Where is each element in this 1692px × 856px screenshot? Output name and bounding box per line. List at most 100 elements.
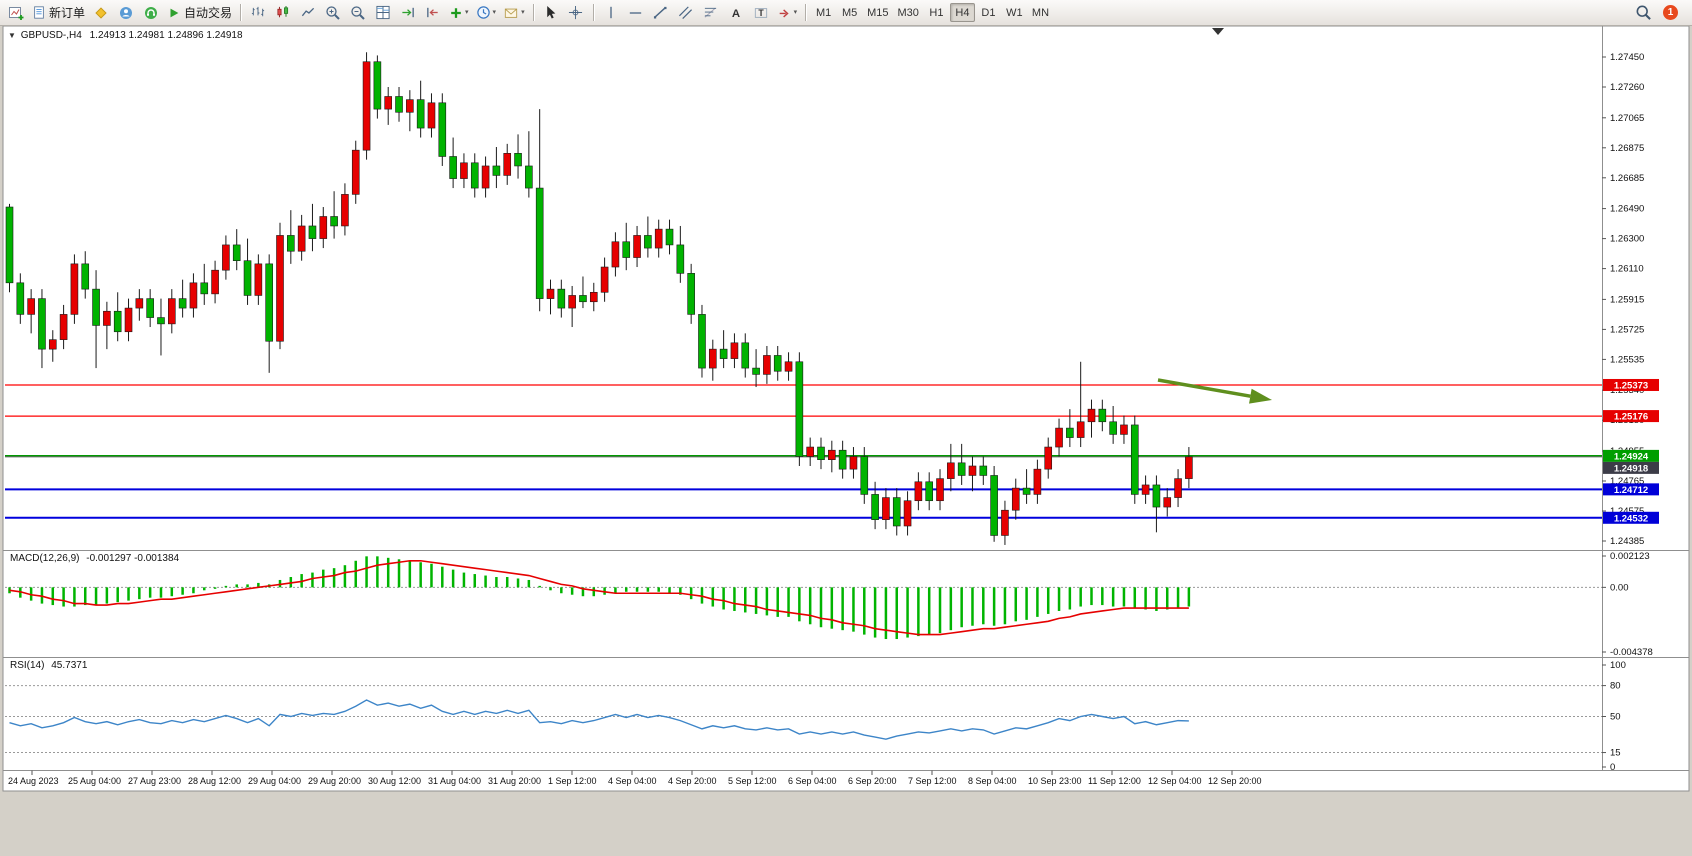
candle-body [5,206,14,284]
price-axis-label: 1.26685 [1610,173,1644,184]
metaeditor-button[interactable] [89,2,113,23]
arrows-tool-button[interactable]: ▾ [774,2,801,23]
trendline-tool-button[interactable] [649,2,673,23]
text-label-tool-button[interactable]: T [749,2,773,23]
price-tag-label: 1.25373 [1614,380,1648,391]
time-axis-label: 30 Aug 12:00 [368,776,421,786]
time-axis-label: 25 Aug 04:00 [68,776,121,786]
candle-body [763,355,771,375]
svg-text:A: A [731,7,739,19]
macd-bar [927,587,931,635]
chart-shift-button[interactable] [421,2,445,23]
timeframe-button-m15[interactable]: M15 [863,3,892,22]
auto-scroll-button[interactable] [396,2,420,23]
fibonacci-tool-button[interactable] [699,2,723,23]
tile-windows-button[interactable] [371,2,395,23]
price-tag [1603,449,1659,462]
macd-bar [213,587,217,589]
text-tool-button[interactable]: A [724,2,748,23]
zoom-out-button[interactable] [346,2,370,23]
indicators-button[interactable]: ▾ [446,2,472,23]
price-tag-label: 1.24532 [1614,513,1648,524]
chart-collapse-icon[interactable]: ▼ [8,31,16,40]
macd-bar [127,587,130,601]
price-axis-label: 1.26110 [1610,264,1644,275]
time-axis-label: 5 Sep 12:00 [728,776,777,786]
chart-line-button[interactable] [296,2,320,23]
community-button[interactable] [139,2,163,23]
macd-bar [819,587,823,628]
macd-bar [94,587,98,606]
macd-bar [635,587,639,592]
arrow-annotation-head[interactable] [1249,388,1272,404]
macd-bar [884,587,888,640]
auto-trading-button[interactable]: 自动交易 [164,2,235,23]
rsi-axis-label: 15 [1610,748,1621,759]
timeframe-button-m1[interactable]: M1 [811,3,836,22]
profiles-button[interactable] [114,2,138,23]
macd-bar [62,587,65,607]
macd-bar [354,560,357,588]
chart-info-bar: ▼ GBPUSD-,H4 1.24913 1.24981 1.24896 1.2… [8,30,243,41]
chevron-down-icon: ▾ [465,9,469,16]
timeframe-button-d1[interactable]: D1 [976,3,1001,22]
candle-body [535,187,544,299]
candle-body [1120,424,1128,435]
search-button[interactable] [1631,2,1655,23]
crosshair-button[interactable] [564,2,588,23]
macd-bar [1165,587,1169,610]
candle-body [828,449,836,460]
candlestick-series [5,52,1193,545]
scroll-to-end-icon[interactable] [1212,28,1224,35]
timeframe-button-m5[interactable]: M5 [837,3,862,22]
new-order-button[interactable]: 新订单 [29,2,88,23]
timeframe-button-m30[interactable]: M30 [894,3,923,22]
macd-bar [430,563,433,588]
chart-bars-button[interactable] [246,2,270,23]
candle-body [622,241,631,258]
notification-badge[interactable]: 1 [1663,5,1678,20]
candle-body [1011,487,1020,511]
candle-body [600,266,609,293]
macd-bar [408,560,412,588]
arrow-shape-icon [779,8,789,17]
candle-body [589,291,598,303]
candle-body [1076,421,1085,438]
new-chart-button[interactable] [4,2,28,23]
auto-scroll-icon [402,7,414,18]
timeframe-button-h1[interactable]: H1 [924,3,949,22]
candle-body [113,310,122,333]
cursor-button[interactable] [539,2,563,23]
macd-bar [311,572,314,588]
vertical-line-tool-button[interactable] [599,2,623,23]
timeframe-button-mn[interactable]: MN [1028,3,1053,22]
chart-candles-button[interactable] [271,2,295,23]
macd-bar [841,587,844,631]
candle-body [168,298,176,325]
templates-button[interactable]: ▾ [500,2,528,23]
time-axis-label: 6 Sep 20:00 [848,776,897,786]
macd-bar [138,587,141,600]
candle-body [1185,456,1193,479]
arrow-annotation[interactable] [1157,378,1251,398]
macd-bar [257,582,260,588]
time-axis-label: 4 Sep 20:00 [668,776,717,786]
macd-bar [1111,587,1115,607]
candle-body [427,102,436,129]
timeframe-button-h4[interactable]: H4 [949,3,975,22]
timeframe-button-w1[interactable]: W1 [1002,3,1027,22]
periods-button[interactable]: ▾ [473,2,500,23]
macd-bar [657,587,660,592]
time-axis-label: 7 Sep 12:00 [908,776,957,786]
zoom-in-button[interactable] [321,2,345,23]
horizontal-line-tool-button[interactable] [624,2,648,23]
macd-bar [1003,587,1007,625]
text-a-icon: A [731,7,739,19]
channel-tool-button[interactable] [674,2,698,23]
candle-body [373,61,382,110]
candle-body [178,298,187,309]
indicators-plus-icon [451,7,461,18]
macd-bar [1057,587,1061,611]
chart-window-bg[interactable] [2,25,1690,792]
